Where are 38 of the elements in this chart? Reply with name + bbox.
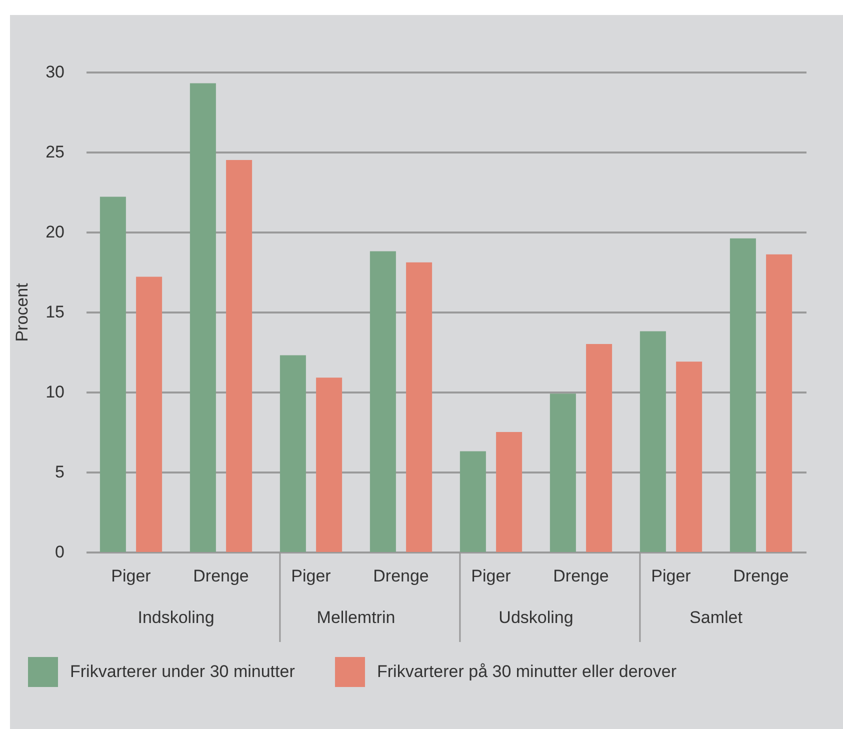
text: Indskoling: [138, 608, 214, 627]
bar: [766, 254, 792, 552]
y-tick-label: 25: [46, 142, 64, 162]
bar: [406, 262, 432, 552]
x-tick-label: Drenge: [733, 566, 789, 586]
y-tick-label: 20: [46, 222, 64, 242]
bar: [100, 196, 126, 552]
bar: [460, 451, 486, 552]
bar: [316, 378, 342, 552]
bar: [586, 344, 612, 552]
x-tick-label: Piger: [291, 566, 332, 586]
y-tick-label: 0: [55, 542, 64, 562]
y-tick-label: 15: [46, 302, 64, 322]
bar: [136, 276, 162, 552]
text: Mellemtrin: [316, 608, 396, 627]
text: Samlet: [690, 608, 743, 627]
y-tick-label: 30: [46, 62, 64, 82]
x-tick-label: Drenge: [553, 566, 609, 586]
text: Udskoling: [498, 608, 574, 627]
bar: [370, 251, 396, 552]
bar: [730, 238, 756, 552]
bar: [676, 362, 702, 552]
x-tick-label: Piger: [111, 566, 152, 586]
x-tick-label: Piger: [471, 566, 512, 586]
legend-label: Frikvarterer på 30 minutter eller derover: [377, 662, 677, 681]
y-axis-title: Procent: [12, 282, 32, 342]
x-tick-label: Drenge: [373, 566, 429, 586]
bar: [280, 355, 306, 552]
x-tick-label: Piger: [651, 566, 692, 586]
legend-label: Frikvarterer under 30 minutter: [70, 662, 296, 681]
bar: [550, 394, 576, 552]
y-tick-label: 10: [46, 382, 64, 402]
bar: [190, 83, 216, 552]
bar: [226, 160, 252, 552]
y-tick-label: 5: [55, 462, 64, 482]
bar: [640, 331, 666, 552]
bar: [496, 432, 522, 552]
x-tick-label: Drenge: [193, 566, 249, 586]
